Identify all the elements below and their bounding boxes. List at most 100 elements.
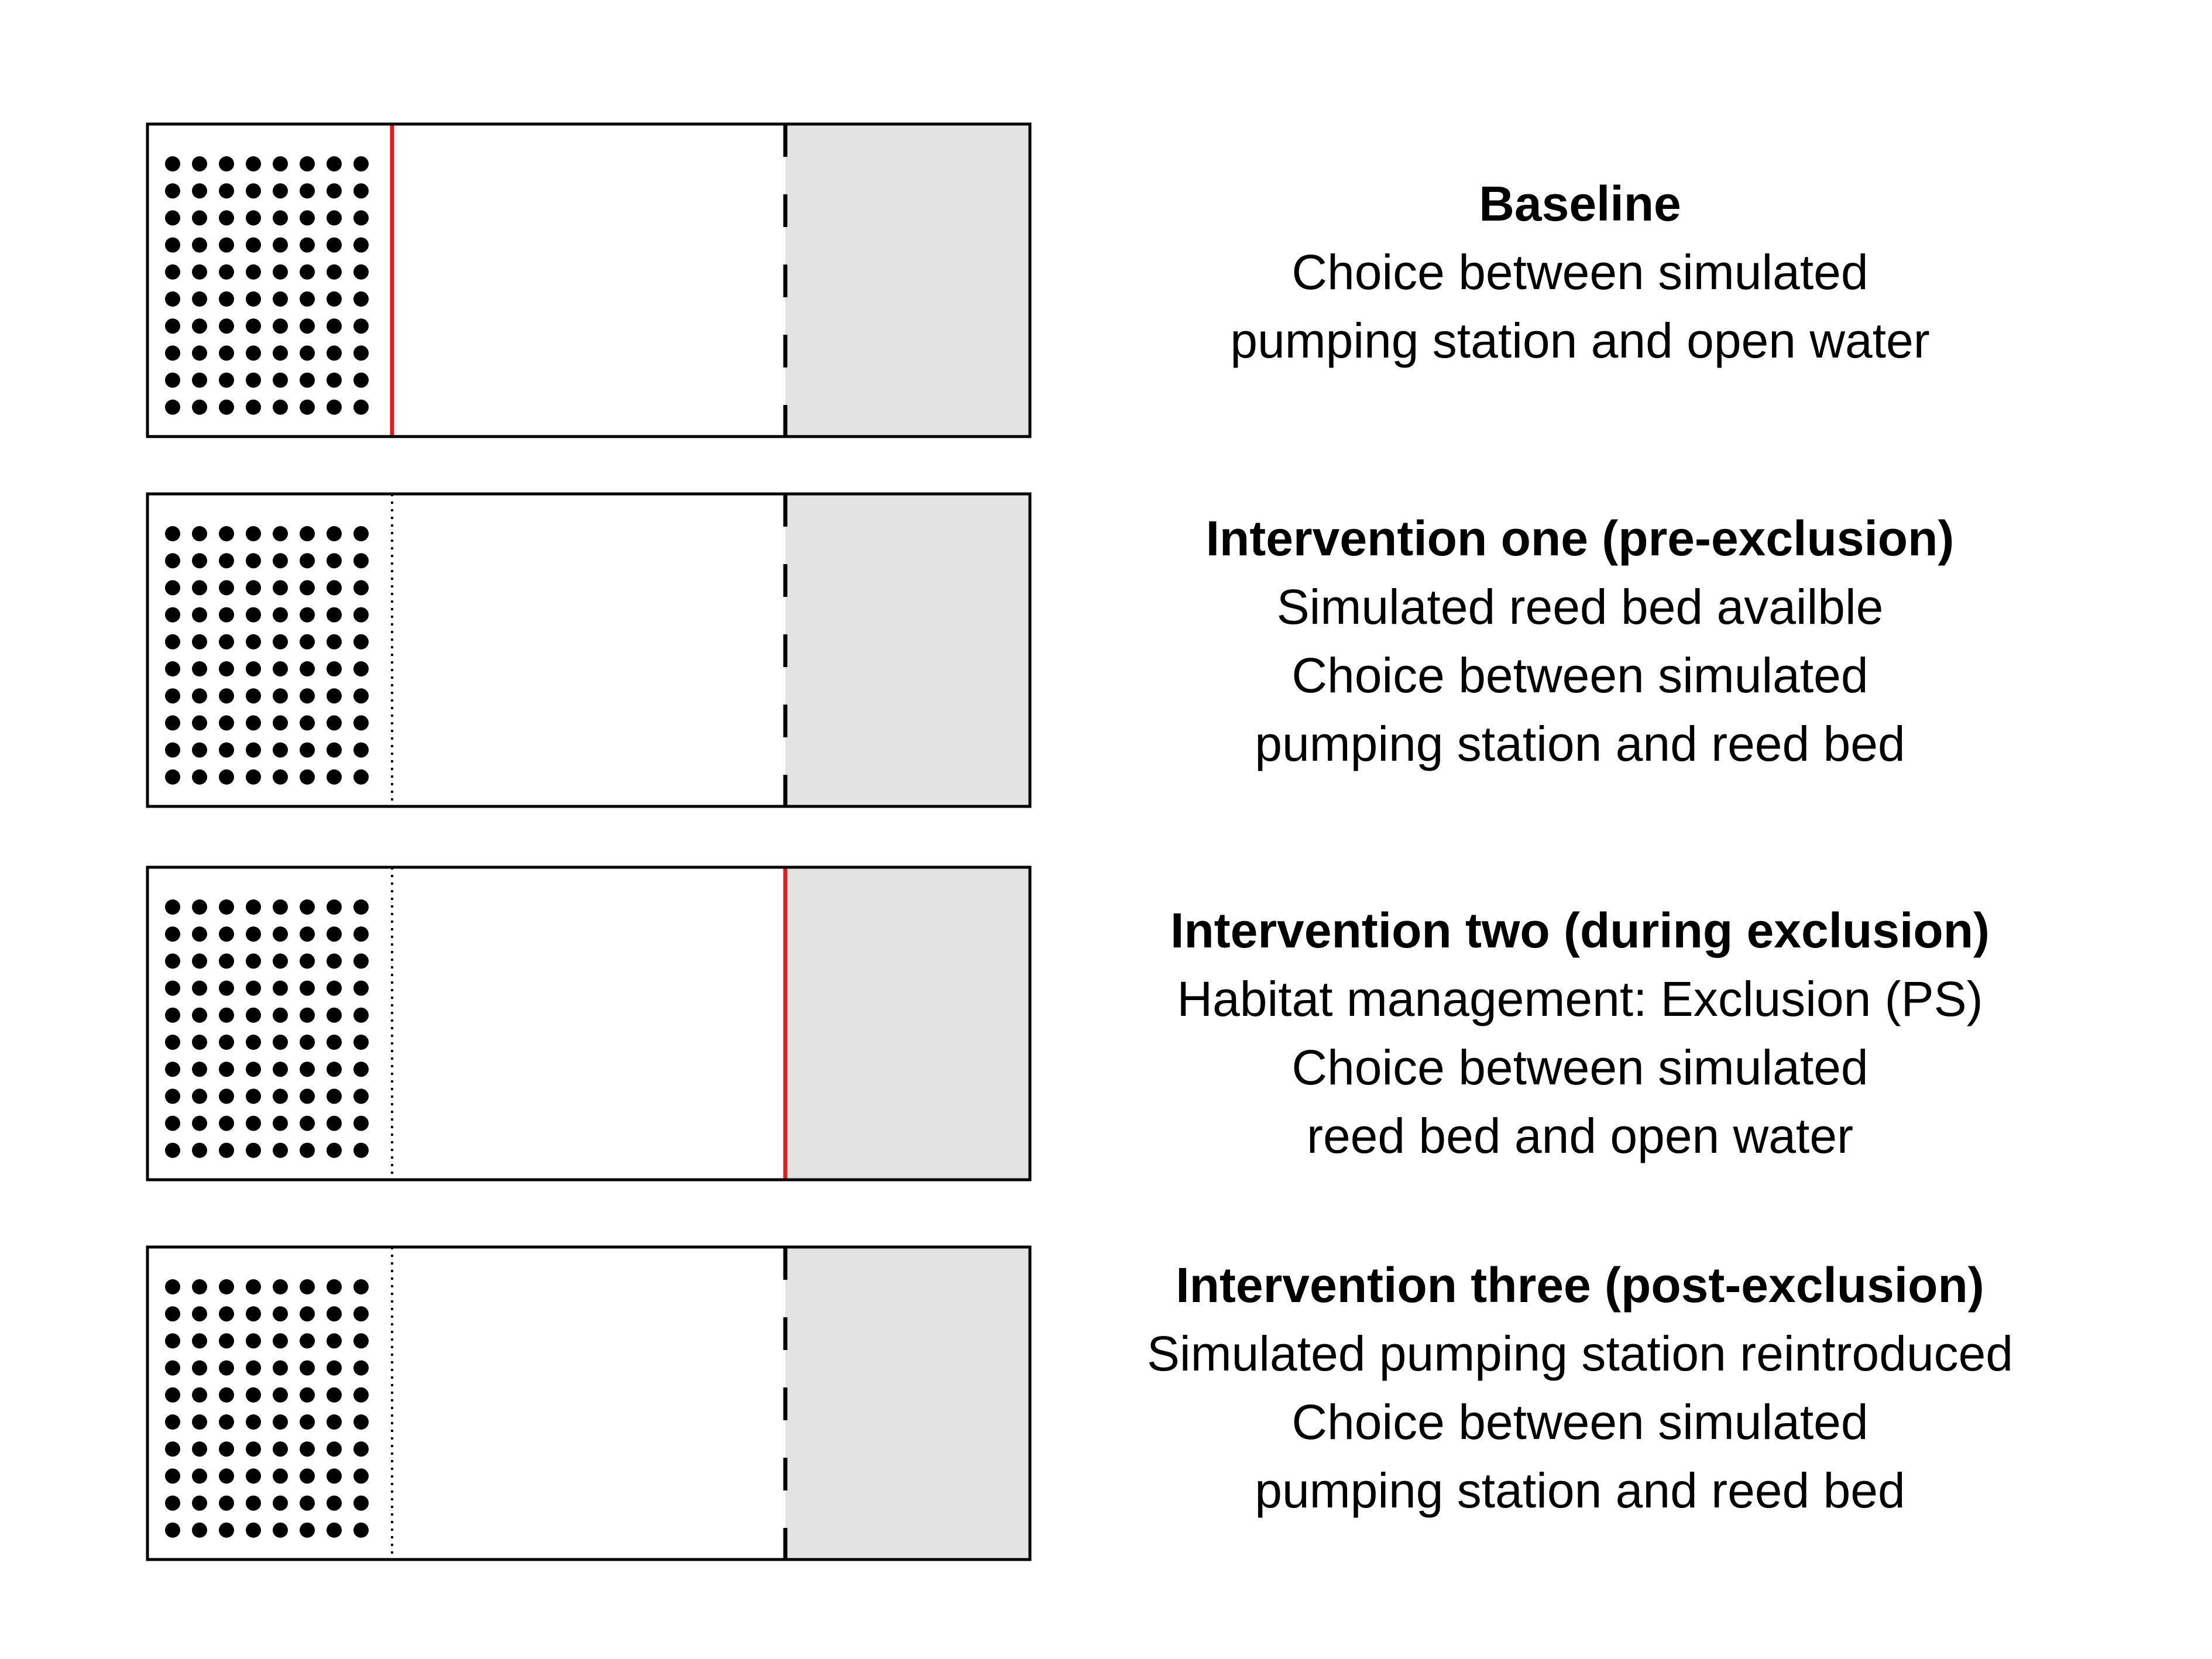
open-water-zone xyxy=(785,494,1030,806)
grid-dot xyxy=(327,1387,342,1403)
grid-dot xyxy=(327,1441,342,1457)
grid-dot xyxy=(273,769,288,785)
grid-dot xyxy=(327,953,342,969)
grid-dot xyxy=(219,926,234,942)
grid-dot xyxy=(300,1306,315,1322)
grid-dot xyxy=(327,1414,342,1430)
grid-dot xyxy=(246,634,261,650)
tank-schematic-baseline xyxy=(146,122,1032,438)
caption-line: reed bed and open water xyxy=(1306,1108,1854,1163)
tank-outline xyxy=(146,122,1032,438)
grid-dot xyxy=(165,1279,180,1294)
caption-line: Choice between simulated xyxy=(1292,1394,1868,1450)
grid-dot xyxy=(165,1414,180,1430)
grid-dot xyxy=(246,661,261,676)
grid-dot xyxy=(219,399,234,415)
grid-dot xyxy=(273,1142,288,1158)
grid-dot xyxy=(300,156,315,171)
caption-title: Intervention three (post-exclusion) xyxy=(1176,1258,1984,1313)
grid-dot xyxy=(165,1115,180,1131)
grid-dot xyxy=(273,1387,288,1403)
grid-dot xyxy=(273,1441,288,1457)
tank-svg xyxy=(146,122,1032,438)
grid-dot xyxy=(246,1495,261,1511)
grid-dot xyxy=(327,1495,342,1511)
grid-dot xyxy=(219,1414,234,1430)
grid-dot xyxy=(300,1062,315,1077)
open-water-zone xyxy=(785,124,1030,437)
grid-dot xyxy=(246,264,261,280)
grid-dot xyxy=(353,291,369,307)
grid-dot xyxy=(192,1007,207,1023)
grid-dot xyxy=(165,553,180,569)
caption-line: Choice between simulated xyxy=(1292,648,1868,703)
grid-dot xyxy=(273,264,288,280)
grid-dot xyxy=(353,1441,369,1457)
grid-dot xyxy=(219,1115,234,1131)
grid-dot xyxy=(300,1414,315,1430)
grid-dot xyxy=(192,607,207,623)
grid-dot xyxy=(246,1088,261,1104)
dot-grid xyxy=(165,156,369,415)
grid-dot xyxy=(273,899,288,915)
grid-dot xyxy=(353,715,369,731)
grid-dot xyxy=(353,345,369,361)
grid-dot xyxy=(219,1360,234,1376)
tank-svg xyxy=(146,865,1032,1181)
grid-dot xyxy=(246,318,261,334)
caption-line: Habitat management: Exclusion (PS) xyxy=(1177,971,1983,1026)
grid-dot xyxy=(273,953,288,969)
caption-title: Intervention two (during exclusion) xyxy=(1170,903,1990,958)
grid-dot xyxy=(327,899,342,915)
grid-dot xyxy=(353,1495,369,1511)
grid-dot xyxy=(219,1035,234,1050)
grid-dot xyxy=(192,318,207,334)
grid-dot xyxy=(300,953,315,969)
grid-dot xyxy=(219,1441,234,1457)
grid-dot xyxy=(353,264,369,280)
grid-dot xyxy=(219,1468,234,1484)
grid-dot xyxy=(327,688,342,704)
grid-dot xyxy=(165,607,180,623)
grid-dot xyxy=(192,1306,207,1322)
grid-dot xyxy=(327,372,342,388)
open-water-zone xyxy=(785,1247,1030,1560)
grid-dot xyxy=(165,715,180,731)
grid-dot xyxy=(246,899,261,915)
grid-dot xyxy=(327,1522,342,1538)
grid-dot xyxy=(219,1495,234,1511)
grid-dot xyxy=(353,1333,369,1349)
grid-dot xyxy=(192,237,207,253)
caption-line: Choice between simulated xyxy=(1292,1040,1868,1095)
grid-dot xyxy=(246,688,261,704)
grid-dot xyxy=(219,1522,234,1538)
grid-dot xyxy=(165,1495,180,1511)
caption-line: pumping station and reed bed xyxy=(1255,1463,1905,1518)
grid-dot xyxy=(273,634,288,650)
grid-dot xyxy=(273,1495,288,1511)
grid-dot xyxy=(246,980,261,996)
grid-dot xyxy=(192,953,207,969)
grid-dot xyxy=(165,1306,180,1322)
grid-dot xyxy=(300,607,315,623)
grid-dot xyxy=(219,291,234,307)
grid-dot xyxy=(219,953,234,969)
grid-dot xyxy=(353,1387,369,1403)
grid-dot xyxy=(165,1360,180,1376)
grid-dot xyxy=(327,291,342,307)
grid-dot xyxy=(353,1007,369,1023)
grid-dot xyxy=(300,661,315,676)
grid-dot xyxy=(246,769,261,785)
grid-dot xyxy=(165,237,180,253)
grid-dot xyxy=(353,1142,369,1158)
grid-dot xyxy=(327,318,342,334)
grid-dot xyxy=(300,1279,315,1294)
grid-dot xyxy=(219,1279,234,1294)
grid-dot xyxy=(327,399,342,415)
grid-dot xyxy=(219,1387,234,1403)
grid-dot xyxy=(192,742,207,758)
grid-dot xyxy=(353,661,369,676)
grid-dot xyxy=(273,607,288,623)
grid-dot xyxy=(192,1279,207,1294)
grid-dot xyxy=(300,980,315,996)
